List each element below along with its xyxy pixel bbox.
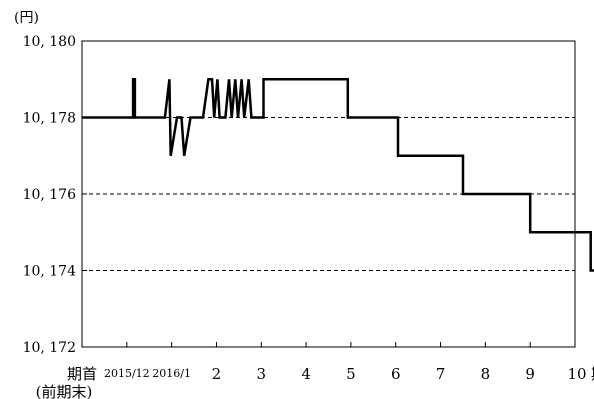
gridlines	[82, 117, 575, 271]
x-tick-label: 2015/12	[104, 367, 150, 380]
y-axis-ticks: 10, 172 10, 174 10, 176 10, 178 10, 180	[23, 34, 87, 356]
x-tick-label: 2016/1	[152, 367, 191, 380]
x-tick-suffix: 期末	[591, 365, 594, 383]
x-tick-label: 期首	[67, 365, 97, 383]
x-tick-label: 5	[346, 365, 356, 383]
x-tick-label: 9	[525, 365, 535, 383]
x-tick-label: 7	[436, 365, 446, 383]
x-tick-sublabel: (前期末)	[36, 383, 93, 399]
x-tick-label: 8	[481, 365, 491, 383]
x-tick-label: 4	[301, 365, 311, 383]
y-unit-label: (円)	[14, 10, 39, 26]
y-tick-label: 10, 178	[23, 111, 76, 127]
y-tick-label: 10, 180	[23, 34, 76, 50]
x-tick-label: 6	[391, 365, 401, 383]
y-tick-label: 10, 174	[23, 264, 77, 280]
series-line-0	[82, 78, 594, 272]
y-tick-label: 10, 176	[23, 187, 77, 203]
x-tick-label: 10	[567, 365, 586, 383]
x-tick-label: 3	[256, 365, 266, 383]
x-tick-label: 2	[212, 365, 222, 383]
series-group	[82, 78, 594, 272]
y-tick-label: 10, 172	[23, 340, 76, 356]
